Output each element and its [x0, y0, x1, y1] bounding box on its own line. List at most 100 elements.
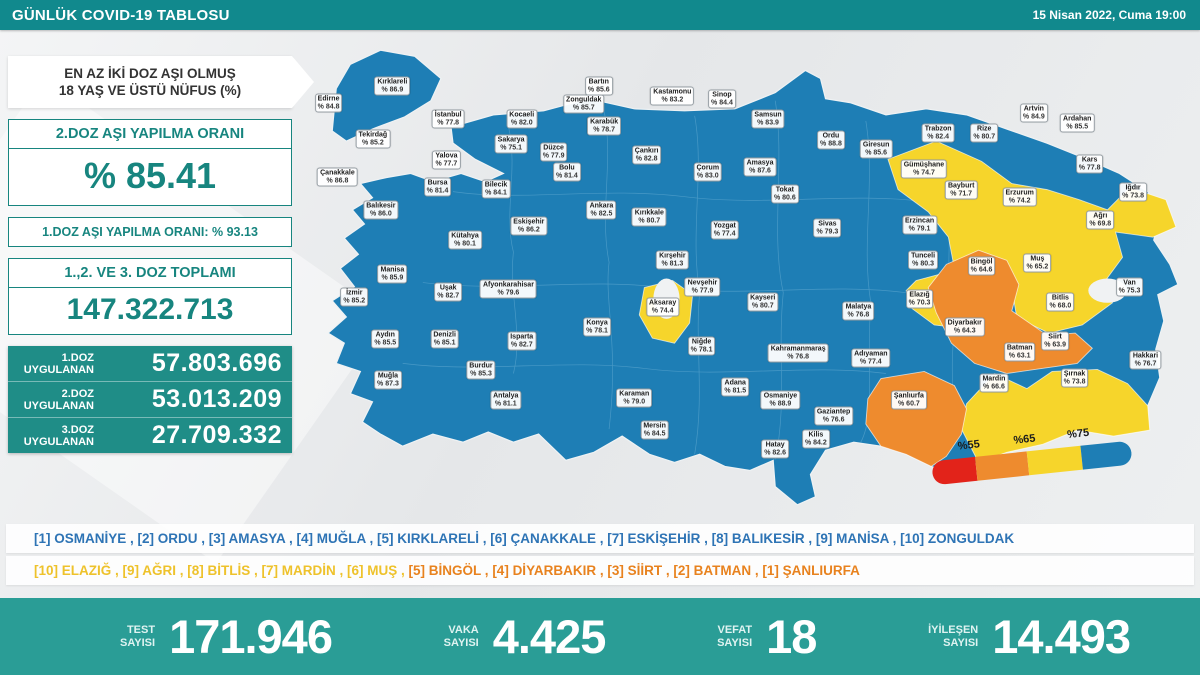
dose2-value: % 85.41 — [83, 155, 217, 196]
ranking-item: [9] MANİSA , — [815, 531, 901, 546]
dose-table: 1.DOZ UYGULANAN 57.803.696 2.DOZ UYGULANAN… — [8, 346, 292, 453]
province-label: Sakarya% 75.1 — [494, 134, 528, 154]
ranking-item: [8] BALIKESİR , — [711, 531, 816, 546]
ranking-item: [3] SİİRT , — [607, 563, 674, 578]
ranking-item: [4] DİYARBAKIR , — [492, 563, 608, 578]
province-label: Tekirdağ% 85.2 — [355, 129, 391, 149]
province-label: Mersin% 84.5 — [640, 420, 669, 440]
province-label: Gaziantep% 76.6 — [813, 406, 854, 426]
footer-stat-value: 4.425 — [492, 610, 607, 663]
ranking-item: [1] OSMANİYE , — [34, 531, 138, 546]
province-label: Zonguldak% 85.7 — [563, 94, 605, 114]
province-label: Hatay% 82.6 — [761, 439, 790, 459]
province-label: Ankara% 82.5 — [586, 200, 617, 220]
province-label: Van% 75.3 — [1115, 277, 1144, 297]
province-label: Yalova% 77.7 — [432, 150, 461, 170]
ranking-item: [4] MUĞLA , — [296, 531, 378, 546]
province-label: Sivas% 79.3 — [813, 218, 842, 238]
province-label: Ağrı% 69.8 — [1086, 210, 1115, 230]
province-label: Erzurum% 74.2 — [1002, 187, 1037, 207]
province-label: Muş% 65.2 — [1023, 253, 1052, 273]
legend-threshold-label: %65 — [1012, 432, 1037, 448]
province-label: Karaman% 79.0 — [616, 388, 653, 408]
province-label: Kırıkkale% 80.7 — [631, 207, 667, 227]
province-label: Bayburt% 71.7 — [944, 180, 978, 200]
province-label: Kastamonu% 83.2 — [650, 86, 695, 106]
province-label: Yozgat% 77.4 — [710, 220, 739, 240]
province-label: Tunceli% 80.3 — [908, 250, 939, 270]
ranking-item: [5] BİNGÖL , — [408, 563, 493, 578]
footer-stat-value: 171.946 — [169, 610, 333, 663]
province-label: Trabzon% 82.4 — [921, 123, 955, 143]
region-thrace — [331, 49, 442, 142]
province-label: Karabük% 78.7 — [587, 116, 622, 136]
province-label: Adana% 81.5 — [721, 377, 750, 397]
ranking-item: [10] ZONGULDAK — [900, 531, 1015, 546]
ranking-item: [6] ÇANAKKALE , — [490, 531, 608, 546]
note-box: EN AZ İKİ DOZ AŞI OLMUŞ 18 YAŞ VE ÜSTÜ N… — [8, 56, 314, 108]
legend-threshold-label: %75 — [1066, 427, 1090, 442]
province-label: Rize% 80.7 — [970, 123, 999, 143]
legend-threshold-label: %55 — [957, 438, 981, 454]
province-label: Çanakkale% 86.8 — [317, 167, 358, 187]
province-label: Bolu% 81.4 — [553, 162, 581, 182]
province-label: Bingöl% 64.6 — [967, 256, 996, 276]
total-value: 147.322.713 — [66, 293, 234, 326]
total-box: 1.,2. VE 3. DOZ TOPLAMI 147.322.713 — [8, 258, 292, 335]
province-label: Nevşehir% 77.9 — [684, 277, 721, 297]
province-label: Şanlıurfa% 60.7 — [890, 390, 927, 410]
province-label: Kütahya% 80.1 — [448, 230, 482, 250]
province-label: Giresun% 85.6 — [859, 139, 893, 159]
ranking-item: [3] AMASYA , — [208, 531, 297, 546]
dose-table-row: 1.DOZ UYGULANAN 57.803.696 — [8, 346, 292, 382]
ranking-item: [7] ESKİŞEHİR , — [607, 531, 712, 546]
ranking-item: [2] ORDU , — [137, 531, 209, 546]
province-label: İzmir% 85.2 — [340, 287, 369, 307]
province-label: Siirt% 63.9 — [1041, 331, 1069, 351]
footer-stat: İYİLEŞEN SAYISI 14.493 — [928, 609, 1131, 664]
dose-table-row: 2.DOZ UYGULANAN 53.013.209 — [8, 382, 292, 418]
province-label: Hakkari% 76.7 — [1129, 350, 1162, 370]
province-label: Denizli% 85.1 — [430, 329, 459, 349]
total-label: 1.,2. VE 3. DOZ TOPLAMI — [9, 259, 291, 288]
dose2-box: 2.DOZ AŞI YAPILMA ORANI % 85.41 — [8, 119, 292, 206]
province-label: Isparta% 82.7 — [507, 331, 537, 351]
province-label: Kırşehir% 81.3 — [656, 250, 689, 270]
province-label: Bursa% 81.4 — [423, 177, 452, 197]
footer-stat-label: VEFAT SAYISI — [717, 623, 753, 649]
province-label: Eskişehir% 86.2 — [510, 216, 548, 236]
province-label: Şırnak% 73.8 — [1060, 368, 1089, 388]
dose-table-row: 3.DOZ UYGULANAN 27.709.332 — [23, 421, 282, 449]
province-label: Sinop% 84.4 — [708, 89, 736, 109]
arrow-right-icon — [292, 56, 314, 108]
footer-stat: VEFAT SAYISI 18 — [717, 609, 817, 664]
ranking-item: [7] MARDİN , — [261, 563, 348, 578]
province-label: Elazığ% 70.3 — [905, 289, 934, 309]
vaccination-panel: EN AZ İKİ DOZ AŞI OLMUŞ 18 YAŞ VE ÜSTÜ N… — [8, 56, 314, 453]
footer-stat-label: İYİLEŞEN SAYISI — [928, 623, 979, 649]
province-label: Balıkesir% 86.0 — [363, 200, 399, 220]
province-label: Osmaniye% 88.9 — [760, 390, 801, 410]
footer-stat-value: 14.493 — [992, 610, 1131, 663]
ranking-item: [6] MUŞ , — [347, 563, 409, 578]
province-label: Kars% 77.8 — [1075, 154, 1104, 174]
province-label: Uşak% 82.7 — [434, 282, 463, 302]
best-provinces-row: [1] OSMANİYE , [2] ORDU , [3] AMASYA , [… — [6, 524, 1194, 553]
province-label: Muğla% 87.3 — [374, 370, 402, 390]
province-label: Edirne% 84.8 — [314, 93, 343, 113]
province-label: Düzce% 77.9 — [539, 142, 568, 162]
province-label: Çorum% 83.0 — [693, 162, 723, 182]
province-label: Manisa% 85.9 — [377, 264, 408, 284]
ranking-item: [5] KIRKLARELİ , — [377, 531, 491, 546]
dose1-line: 1.DOZ AŞI YAPILMA ORANI: % 93.13 — [8, 217, 292, 247]
province-label: Ardahan% 85.5 — [1060, 113, 1095, 133]
province-label: Tokat% 80.6 — [770, 184, 799, 204]
province-label: Kocaeli% 82.0 — [506, 109, 538, 129]
note-line1: EN AZ İKİ DOZ AŞI OLMUŞ — [64, 66, 236, 81]
province-label: Mardin% 66.6 — [979, 373, 1009, 393]
province-label: Burdur% 85.3 — [466, 360, 496, 380]
ranking-item: [2] BATMAN , — [673, 563, 763, 578]
footer-stat-label: TEST SAYISI — [120, 623, 156, 649]
turkey-choropleth-map: Edirne% 84.8 Kırklareli% 86.9 Tekirdağ% 85… — [302, 30, 1188, 522]
province-label: İstanbul% 77.8 — [431, 109, 465, 129]
